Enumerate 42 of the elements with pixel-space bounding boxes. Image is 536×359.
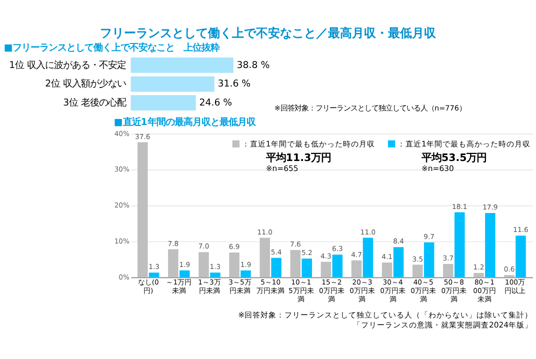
bar <box>485 212 496 278</box>
bar <box>210 272 220 278</box>
bar <box>290 250 301 278</box>
legend-label: ：直近1年間で最も低かった時の月収 <box>242 139 375 148</box>
chart-title: ■直近1年間の最高月収と最低月収 <box>114 117 256 128</box>
bar <box>424 242 434 278</box>
chart-subtitle: ■フリーランスとして働く上で不安なこと 上位抜粋 <box>4 42 220 54</box>
data-label: 31.6 % <box>218 78 251 90</box>
annotation: ※n=630 <box>421 164 454 174</box>
bar <box>393 247 404 278</box>
bar <box>332 254 343 278</box>
bar <box>320 262 332 278</box>
annotation: 平均53.5万円 <box>420 152 487 164</box>
bar <box>240 270 251 278</box>
annotation: ※n=655 <box>266 164 298 174</box>
y-tick-label: 1位 収入に波がある・不安定 <box>9 60 126 71</box>
bar <box>382 262 392 278</box>
annotation: 平均11.3万円 <box>264 152 332 164</box>
text: 「フリーランスの意識・就業実態調査2024年版」 <box>353 320 533 330</box>
bar <box>198 252 209 278</box>
bar <box>302 258 312 278</box>
bar <box>412 264 423 278</box>
bar <box>362 238 374 278</box>
bar <box>474 272 484 278</box>
bar <box>351 260 362 278</box>
bar <box>229 252 240 278</box>
bar <box>271 258 282 278</box>
bar <box>260 238 270 278</box>
bar <box>168 249 178 278</box>
data-label: 24.6 % <box>199 97 232 108</box>
text: ※回答対象：フリーランスとして独立している人（「わからない」は除いて集計） <box>238 310 533 320</box>
bar <box>148 272 160 278</box>
text: フリーランスとして働く上で不安なこと／最高月収・最低月収 <box>100 26 438 40</box>
bar <box>454 212 465 278</box>
bar <box>180 270 190 278</box>
bar <box>516 236 526 278</box>
legend-label: ：直近1年間で最も高かった時の月収 <box>398 139 530 148</box>
bar <box>138 142 148 278</box>
bar <box>443 264 454 278</box>
y-tick-label: 2位 収入額が少ない <box>45 78 126 90</box>
y-tick-label: 3位 老後の心配 <box>63 97 126 108</box>
data-label: 38.8 % <box>236 60 270 71</box>
